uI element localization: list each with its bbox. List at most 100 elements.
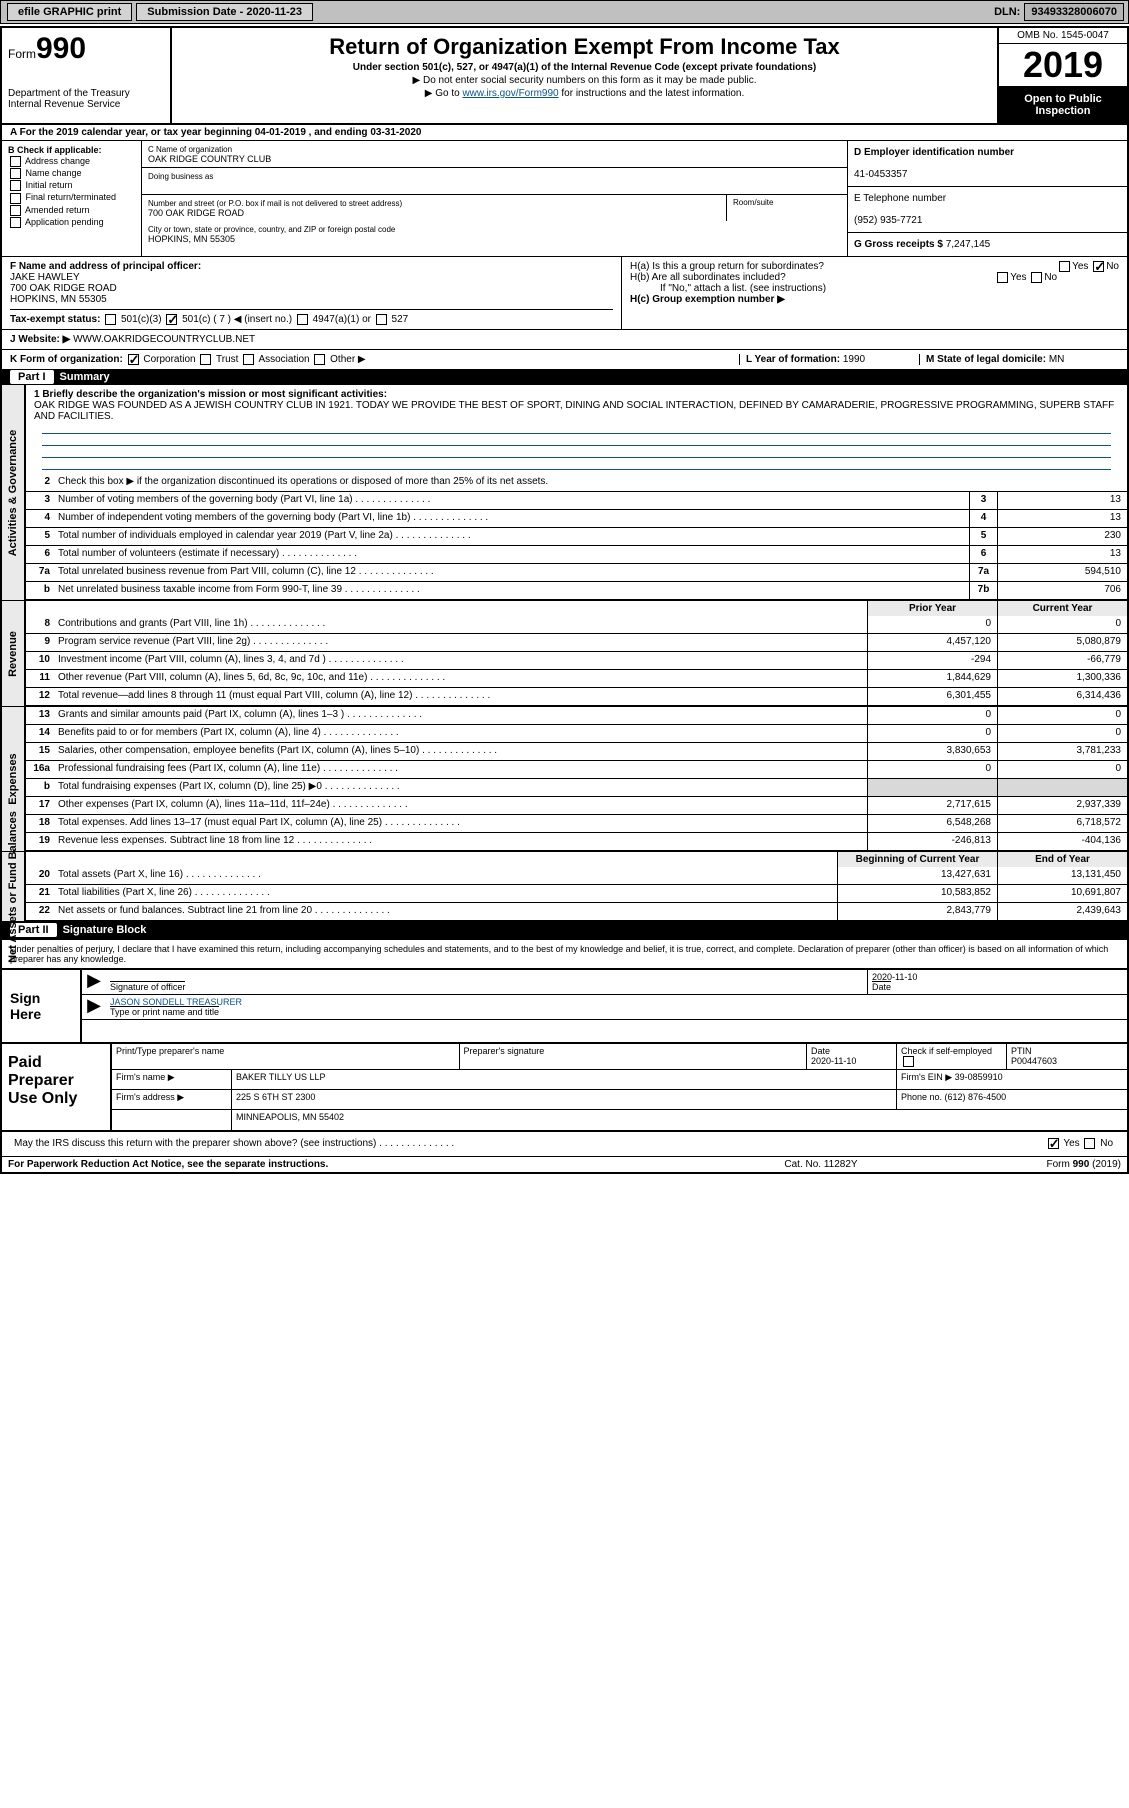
firm-phone: (612) 876-4500	[945, 1092, 1007, 1102]
line-17: 17Other expenses (Part IX, column (A), l…	[26, 797, 1127, 815]
gross-receipts: 7,247,145	[946, 239, 991, 250]
k-trust[interactable]	[200, 354, 211, 365]
discuss-yes[interactable]	[1048, 1138, 1059, 1149]
line-12: 12Total revenue—add lines 8 through 11 (…	[26, 688, 1127, 706]
hdr-current-year: Current Year	[997, 601, 1127, 616]
org-city: HOPKINS, MN 55305	[148, 234, 235, 244]
hc-label: H(c) Group exemption number ▶	[630, 294, 785, 305]
k-assoc[interactable]	[243, 354, 254, 365]
line-8: 8Contributions and grants (Part VIII, li…	[26, 616, 1127, 634]
chk-self-employed[interactable]	[903, 1056, 914, 1067]
line-11: 11Other revenue (Part VIII, column (A), …	[26, 670, 1127, 688]
sig-officer-label: Signature of officer	[110, 981, 185, 992]
tax-year: 2019	[999, 44, 1127, 87]
officer-addr2: HOPKINS, MN 55305	[10, 294, 107, 305]
line-4: 4Number of independent voting members of…	[26, 510, 1127, 528]
section-b-checkboxes: B Check if applicable: Address change Na…	[2, 141, 142, 256]
tab-net-assets: Net Assets or Fund Balances	[2, 852, 26, 921]
org-street: 700 OAK RIDGE ROAD	[148, 208, 244, 218]
chk-501c[interactable]	[166, 314, 177, 325]
hdr-end: End of Year	[997, 852, 1127, 867]
year-formation: 1990	[843, 354, 865, 365]
firm-name: BAKER TILLY US LLP	[232, 1070, 897, 1089]
line-18: 18Total expenses. Add lines 13–17 (must …	[26, 815, 1127, 833]
top-toolbar: efile GRAPHIC print Submission Date - 20…	[0, 0, 1129, 24]
arrow-icon: ▶	[82, 970, 106, 994]
preparer-sig-hdr: Preparer's signature	[460, 1044, 808, 1069]
ha-no[interactable]	[1093, 261, 1104, 272]
line-22: 22Net assets or fund balances. Subtract …	[26, 903, 1127, 921]
foot-cat-no: Cat. No. 11282Y	[721, 1159, 921, 1170]
line-19: 19Revenue less expenses. Subtract line 1…	[26, 833, 1127, 851]
line-b: bNet unrelated business taxable income f…	[26, 582, 1127, 600]
discuss-no[interactable]	[1084, 1138, 1095, 1149]
sign-here-label: Sign Here	[2, 970, 82, 1042]
penalty-statement: Under penalties of perjury, I declare th…	[2, 938, 1127, 968]
ha-yes[interactable]	[1059, 261, 1070, 272]
line-20: 20Total assets (Part X, line 16)13,427,6…	[26, 867, 1127, 885]
k-corp[interactable]	[128, 354, 139, 365]
website: WWW.OAKRIDGECOUNTRYCLUB.NET	[73, 334, 255, 345]
hdr-prior-year: Prior Year	[867, 601, 997, 616]
dln-label: DLN:	[990, 6, 1024, 18]
firm-addr1: 225 S 6TH ST 2300	[232, 1090, 897, 1109]
hb-no[interactable]	[1031, 272, 1042, 283]
line-13: 13Grants and similar amounts paid (Part …	[26, 707, 1127, 725]
phone: (952) 935-7721	[854, 215, 922, 226]
line-6: 6Total number of volunteers (estimate if…	[26, 546, 1127, 564]
dba-label: Doing business as	[148, 172, 213, 181]
instructions-link[interactable]: www.irs.gov/Form990	[462, 88, 558, 99]
chk-527[interactable]	[376, 314, 387, 325]
chk-501c3[interactable]	[105, 314, 116, 325]
row-a-tax-year: A For the 2019 calendar year, or tax yea…	[2, 125, 1127, 141]
chk-address-change[interactable]	[10, 156, 21, 167]
line-21: 21Total liabilities (Part X, line 26)10,…	[26, 885, 1127, 903]
form-id-block: Form990 Department of the Treasury Inter…	[2, 28, 172, 123]
tab-revenue: Revenue	[2, 601, 26, 706]
arrow-icon: ▶	[82, 995, 106, 1019]
omb-number: OMB No. 1545-0047	[999, 28, 1127, 44]
subtitle: Under section 501(c), 527, or 4947(a)(1)…	[180, 62, 989, 73]
legal-domicile: MN	[1049, 354, 1065, 365]
line-10: 10Investment income (Part VIII, column (…	[26, 652, 1127, 670]
efile-button[interactable]: efile GRAPHIC print	[7, 3, 132, 21]
submission-date: Submission Date - 2020-11-23	[136, 3, 313, 21]
line-16a: 16aProfessional fundraising fees (Part I…	[26, 761, 1127, 779]
form-990: Form990 Department of the Treasury Inter…	[0, 26, 1129, 1174]
firm-ein: 39-0859910	[955, 1072, 1003, 1082]
chk-final-return[interactable]	[10, 193, 21, 204]
firm-addr2: MINNEAPOLIS, MN 55402	[232, 1110, 1127, 1130]
line-14: 14Benefits paid to or for members (Part …	[26, 725, 1127, 743]
ssn-warning: ▶ Do not enter social security numbers o…	[180, 75, 989, 86]
org-name: OAK RIDGE COUNTRY CLUB	[148, 154, 271, 164]
preparer-name-hdr: Print/Type preparer's name	[112, 1044, 460, 1069]
tab-activities-governance: Activities & Governance	[2, 385, 26, 600]
part-i-header: Part ISummary	[2, 369, 1127, 385]
foot-form-no: Form 990 (2019)	[921, 1159, 1121, 1170]
chk-name-change[interactable]	[10, 168, 21, 179]
ein: 41-0453357	[854, 169, 907, 180]
dept-label: Department of the Treasury	[8, 88, 130, 99]
mission-text: OAK RIDGE WAS FOUNDED AS A JEWISH COUNTR…	[34, 400, 1114, 422]
line-15: 15Salaries, other compensation, employee…	[26, 743, 1127, 761]
open-to-public-badge: Open to Public Inspection	[999, 87, 1127, 123]
officer-addr1: 700 OAK RIDGE ROAD	[10, 283, 117, 294]
chk-application-pending[interactable]	[10, 217, 21, 228]
k-other[interactable]	[314, 354, 325, 365]
line-5: 5Total number of individuals employed in…	[26, 528, 1127, 546]
hb-yes[interactable]	[997, 272, 1008, 283]
chk-amended[interactable]	[10, 205, 21, 216]
form-title: Return of Organization Exempt From Incom…	[180, 34, 989, 60]
prep-date: 2020-11-10	[811, 1056, 856, 1066]
irs-label: Internal Revenue Service	[8, 99, 120, 110]
officer-name: JAKE HAWLEY	[10, 272, 80, 283]
paid-preparer-label: Paid Preparer Use Only	[2, 1044, 112, 1130]
chk-4947[interactable]	[297, 314, 308, 325]
ptin: P00447603	[1011, 1056, 1057, 1066]
foot-paperwork: For Paperwork Reduction Act Notice, see …	[8, 1159, 721, 1170]
line-7a: 7aTotal unrelated business revenue from …	[26, 564, 1127, 582]
line-9: 9Program service revenue (Part VIII, lin…	[26, 634, 1127, 652]
room-suite-label: Room/suite	[733, 198, 773, 207]
chk-initial-return[interactable]	[10, 180, 21, 191]
hdr-beginning: Beginning of Current Year	[837, 852, 997, 867]
